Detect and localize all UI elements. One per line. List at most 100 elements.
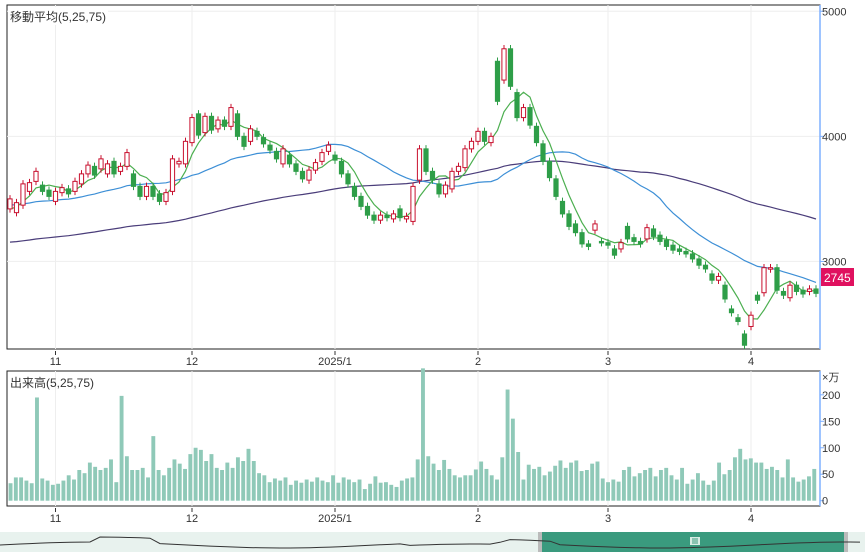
volume-x-tick-label: 12 [186, 513, 198, 525]
navigator-left-handle[interactable] [538, 532, 542, 552]
volume-bar [611, 479, 616, 501]
volume-bar [415, 459, 420, 501]
volume-bar [473, 469, 478, 501]
volume-bar [82, 473, 87, 501]
candle [592, 220, 598, 234]
candle [104, 160, 111, 178]
candle [559, 197, 566, 218]
candle [312, 158, 319, 174]
volume-bar [299, 482, 304, 501]
volume-bar [495, 479, 499, 501]
candle [98, 155, 104, 173]
volume-bar [553, 465, 558, 501]
volume-bar [267, 482, 272, 501]
candle [137, 182, 143, 201]
volume-bar [537, 466, 542, 501]
volume-bar [748, 458, 753, 501]
volume-bar [505, 389, 510, 501]
candle [345, 170, 351, 188]
candle [670, 241, 676, 254]
volume-bar [389, 484, 394, 501]
candle [611, 245, 618, 259]
volume-y-tick-label: 50 [822, 469, 834, 481]
candle [689, 250, 696, 263]
volume-x-tick-label: 4 [748, 513, 754, 525]
candle [709, 270, 715, 284]
candle [72, 177, 78, 196]
candle [241, 132, 247, 151]
volume-bar [632, 476, 637, 501]
volume-bar [235, 457, 240, 501]
candle [436, 180, 442, 198]
candle [683, 247, 689, 258]
candle [208, 112, 215, 134]
candle [572, 220, 579, 237]
volume-bars [8, 368, 817, 501]
candle [299, 167, 306, 183]
volume-y-tick-label: 150 [822, 416, 840, 428]
volume-bar [251, 461, 256, 501]
volume-bar [24, 480, 29, 501]
candle [618, 238, 624, 253]
volume-bar [146, 477, 150, 501]
volume-bar [738, 448, 743, 501]
volume-bar [484, 468, 489, 501]
volume-bar [775, 470, 780, 501]
volume-bar [362, 489, 367, 501]
candle [585, 240, 592, 251]
volume-bar [532, 468, 536, 501]
candle [540, 140, 546, 166]
volume-bar [198, 449, 203, 501]
candle [501, 45, 507, 84]
price-plot-area [6, 4, 821, 350]
volume-bar [458, 477, 462, 501]
price-x-tick-label: 2025/1 [318, 356, 352, 368]
volume-bar [452, 475, 457, 501]
volume-bar [384, 482, 388, 501]
volume-bar [98, 470, 103, 501]
volume-unit: ×万 [822, 372, 839, 384]
volume-bar [177, 463, 182, 501]
volume-bar [421, 368, 425, 501]
candle [234, 110, 241, 141]
volume-bar [220, 470, 224, 501]
candle [293, 160, 299, 176]
candle [475, 127, 481, 146]
volume-bar [19, 477, 24, 501]
candle [351, 182, 358, 201]
volume-bar [595, 461, 600, 501]
candle [637, 237, 644, 248]
candle [722, 281, 728, 303]
current-price-value: 2745 [824, 271, 851, 285]
candle [715, 272, 722, 284]
range-navigator[interactable] [0, 532, 865, 552]
volume-bar [188, 454, 193, 501]
volume-bar [780, 477, 785, 501]
volume-bar [283, 477, 288, 501]
volume-bar [447, 468, 452, 501]
volume-bar [701, 480, 706, 501]
volume-bar [262, 475, 267, 501]
candle [702, 261, 709, 273]
candle [462, 145, 468, 172]
volume-bar [426, 456, 431, 501]
navigator-grip-icon[interactable] [690, 537, 700, 545]
candle [358, 192, 364, 211]
candle [631, 233, 637, 246]
volume-bar [722, 474, 727, 501]
volume-bar [579, 471, 584, 501]
candle [410, 182, 416, 226]
volume-bar [680, 467, 685, 501]
candle [494, 57, 501, 106]
volume-bar [119, 395, 124, 501]
volume-bar [764, 468, 769, 501]
candle [455, 162, 462, 176]
volume-bar [653, 476, 658, 501]
candle [189, 113, 195, 147]
volume-y-tick-label: 100 [822, 443, 840, 455]
volume-bar [584, 470, 589, 501]
candle [741, 330, 748, 349]
volume-bar [463, 475, 468, 501]
volume-y-tick-label: 200 [822, 390, 840, 402]
volume-bar [294, 480, 299, 501]
